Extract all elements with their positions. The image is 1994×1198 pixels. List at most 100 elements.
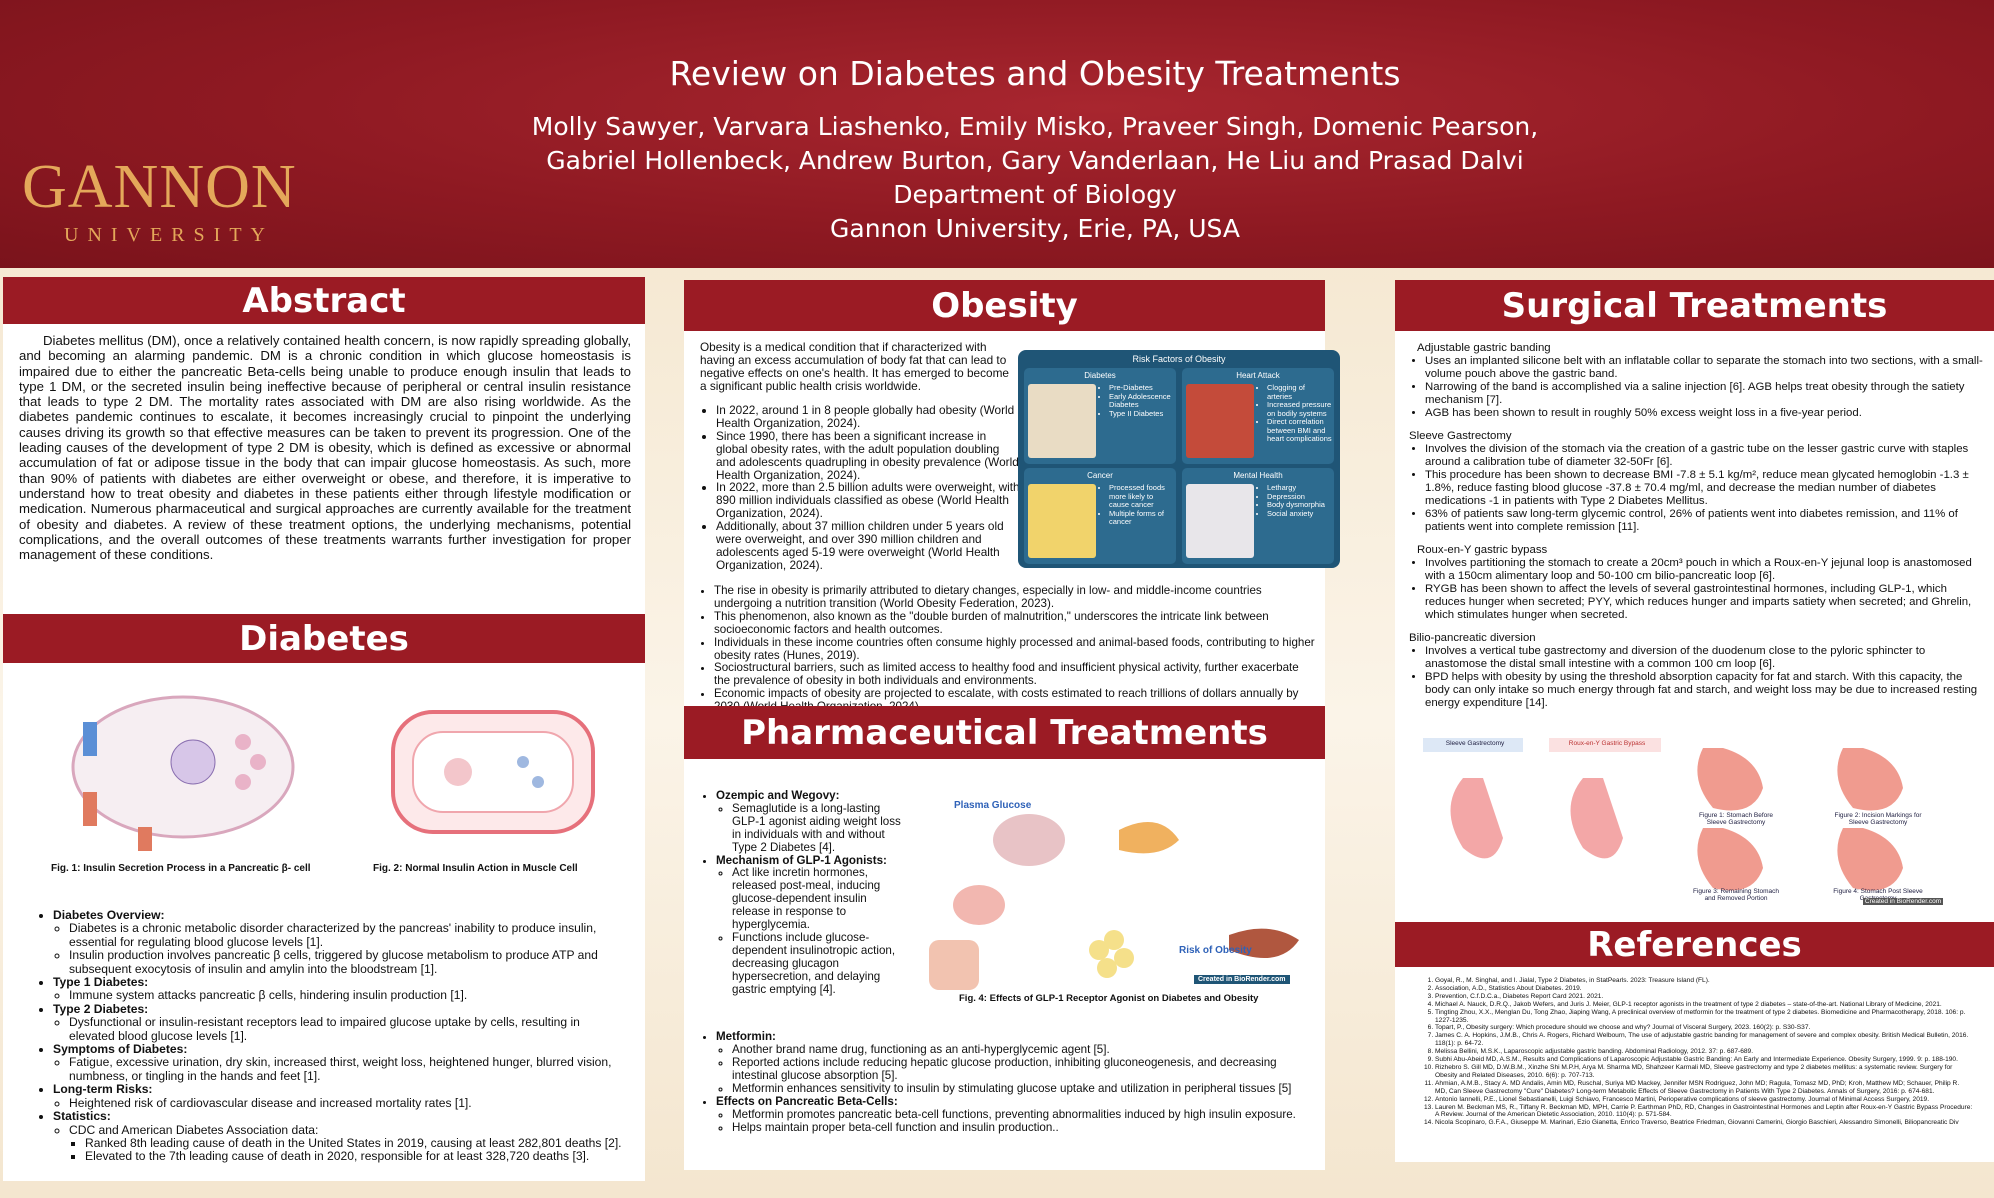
bullet-text: Metformin:: [716, 1030, 776, 1043]
bullet-item: Uses an implanted silicone belt with an …: [1425, 355, 1984, 381]
bullet-item: This procedure has been shown to decreas…: [1425, 469, 1984, 508]
figure-caption: Fig. 4: Effects of GLP-1 Receptor Agonis…: [959, 993, 1259, 1004]
bullet-text: Additionally, about 37 million children …: [716, 519, 1004, 572]
bullet-text: Type 2 Diabetes:: [53, 1001, 149, 1016]
poster-title: Review on Diabetes and Obesity Treatment…: [669, 54, 1401, 93]
bullet-list: Ranked 8th leading cause of death in the…: [69, 1135, 627, 1164]
bullet-list: Heightened risk of cardiovascular diseas…: [53, 1095, 627, 1110]
bullet-list: Metformin promotes pancreatic beta-cell …: [716, 1108, 1315, 1134]
bullet-item: Heightened risk of cardiovascular diseas…: [69, 1095, 627, 1110]
reference: Topart, P., Obesity surgery: Which proce…: [1435, 1024, 1973, 1032]
bullet-text: Reported actions include reducing hepati…: [732, 1056, 1277, 1082]
bullet-text: Social anxiety: [1267, 508, 1314, 518]
bullet-text: Functions include glucose-dependent insu…: [732, 930, 896, 996]
logo-sub: UNIVERSITY: [64, 224, 274, 246]
figure-label: Created in BioRender.com: [1863, 898, 1943, 905]
reference: Nicola Scopinaro, G.F.A., Giuseppe M. Ma…: [1435, 1119, 1973, 1127]
column-3: Surgical Treatments Adjustable gastric b…: [1395, 280, 1994, 1162]
bullet-text: Processed foods more likely to cause can…: [1109, 483, 1165, 509]
bullet-text: Depression: [1267, 491, 1305, 501]
bullet-list: CDC and American Diabetes Association da…: [53, 1123, 627, 1164]
bullet-item: Individuals in these income countries of…: [714, 636, 1318, 663]
reference: Ahmian, A.M.B., Stacy A. MD Andalis, Ami…: [1435, 1080, 1973, 1096]
bullet-text: 63% of patients saw long-term glycemic c…: [1425, 508, 1958, 533]
bullet-item: Direct correlation between BMI and heart…: [1267, 417, 1332, 444]
bullet-item: Insulin production involves pancreatic β…: [69, 948, 627, 976]
bullet-list: Diabetes Overview:Diabetes is a chronic …: [37, 908, 627, 1164]
bullet-item: Mechanism of GLP-1 Agonists:Act like inc…: [716, 853, 905, 997]
bullet-text: Mechanism of GLP-1 Agonists:: [716, 853, 887, 867]
figure-caption: Fig. 1: Insulin Secretion Process in a P…: [51, 863, 311, 874]
figure-label: Figure 3: Remaining Stomach and Removed …: [1693, 888, 1779, 902]
figure-label: Risk of Obesity: [1179, 945, 1252, 956]
reference: Tingting Zhou, X.X., Menglan Du, Tong Zh…: [1435, 1009, 1973, 1025]
bullet-item: Fatigue, excessive urination, dry skin, …: [69, 1056, 627, 1083]
risk-image: [1186, 484, 1254, 558]
bullet-list: LethargyDepressionBody dysmorphiaSocial …: [1258, 483, 1332, 518]
authors-line: Gabriel Hollenbeck, Andrew Burton, Gary …: [546, 146, 1524, 175]
bullet-item: Elevated to the 7th leading cause of dea…: [85, 1150, 627, 1163]
bullet-item: Metformin promotes pancreatic beta-cell …: [732, 1108, 1315, 1121]
risk-panel: Heart Attack Clogging of arteriesIncrease…: [1182, 368, 1334, 464]
bullet-text: Heightened risk of cardiovascular diseas…: [69, 1095, 472, 1110]
risk-image: [1028, 384, 1096, 458]
bullet-text: Ranked 8th leading cause of death in the…: [85, 1135, 622, 1150]
bullet-text: Involves partitioning the stomach to cre…: [1425, 557, 1972, 582]
section-heading: Obesity: [684, 280, 1325, 331]
reference: Lauren M. Beckman MS, R., Tiffany R. Bec…: [1435, 1104, 1973, 1120]
figure-surgery: Sleeve Gastrectomy Roux-en-Y Gastric Bypa…: [1423, 738, 1968, 906]
bullet-text: Long-term Risks:: [53, 1082, 153, 1097]
bullet-list: Involves a vertical tube gastrectomy and…: [1409, 645, 1984, 710]
subsection-title: Sleeve Gastrectomy: [1409, 430, 1512, 442]
bullet-text: Pre-Diabetes: [1109, 383, 1153, 392]
section-heading: Diabetes: [3, 614, 645, 663]
reference: Melissa Bellini, M.S.K., Laparoscopic ad…: [1435, 1048, 1973, 1056]
risk-points: LethargyDepressionBody dysmorphiaSocial …: [1258, 483, 1332, 518]
bullet-text: Another brand name drug, functioning as …: [732, 1043, 1110, 1056]
figure-title: Risk Factors of Obesity: [1132, 354, 1226, 364]
figure-label: Sleeve Gastrectomy: [1445, 740, 1505, 747]
bullet-list: Act like incretin hormones, released pos…: [716, 867, 905, 996]
bullet-list: Another brand name drug, functioning as …: [716, 1043, 1315, 1095]
bullet-list: Involves partitioning the stomach to cre…: [1409, 557, 1984, 622]
bullet-list: Involves the division of the stomach via…: [1409, 443, 1984, 534]
bullet-list: Ozempic and Wegovy:Semaglutide is a long…: [700, 789, 905, 997]
risk-points: Processed foods more likely to cause can…: [1100, 483, 1174, 527]
bullet-item: Functions include glucose-dependent insu…: [732, 930, 905, 997]
bullet-text: Body dysmorphia: [1267, 500, 1325, 509]
bullet-text: Involves the division of the stomach via…: [1425, 443, 1969, 468]
bullet-list: In 2022, around 1 in 8 people globally h…: [700, 404, 1020, 572]
bullet-item: CDC and American Diabetes Association da…: [69, 1123, 627, 1164]
bullet-text: This phenomenon, also known as the "doub…: [714, 609, 1269, 636]
bullet-item: Metformin:Another brand name drug, funct…: [716, 1030, 1315, 1095]
risk-panel: Diabetes Pre-DiabetesEarly Adolescence Di…: [1024, 368, 1176, 464]
bullet-text: Statistics:: [53, 1109, 111, 1124]
risk-panel: Cancer Processed foods more likely to cau…: [1024, 468, 1176, 564]
bullet-text: Fatigue, excessive urination, dry skin, …: [69, 1055, 612, 1083]
bullet-item: In 2022, around 1 in 8 people globally h…: [716, 404, 1020, 430]
bullet-list: Clogging of arteriesIncreased pressure o…: [1258, 383, 1332, 444]
bullet-text: Increased pressure on bodily systems: [1267, 400, 1332, 418]
bullet-list: Processed foods more likely to cause can…: [1100, 483, 1174, 527]
reference: Antonio Iannelli, P.E., Lionel Sebastian…: [1435, 1096, 1973, 1104]
subsection-title: Adjustable gastric banding: [1417, 342, 1551, 354]
bullet-text: Involves a vertical tube gastrectomy and…: [1425, 645, 1926, 670]
bullet-item: Long-term Risks:Heightened risk of cardi…: [53, 1083, 627, 1110]
reference: Goyal, R., M. Singhal, and I. Jialal, Ty…: [1435, 977, 1973, 985]
bullet-text: BPD helps with obesity by using the thre…: [1425, 671, 1978, 709]
risk-points: Clogging of arteriesIncreased pressure o…: [1258, 383, 1332, 444]
reference: Association, A.D., Statistics About Diab…: [1435, 985, 1973, 993]
bullet-item: Since 1990, there has been a significant…: [716, 429, 1020, 482]
bullet-list: Semaglutide is a long-lasting GLP-1 agon…: [716, 802, 905, 855]
bullet-text: RYGB has been shown to affect the levels…: [1425, 583, 1972, 621]
bullet-text: Insulin production involves pancreatic β…: [69, 948, 598, 976]
risk-points: Pre-DiabetesEarly Adolescence DiabetesTy…: [1100, 383, 1174, 418]
figure-label: Figure 1: Stomach Before Sleeve Gastrect…: [1698, 812, 1774, 826]
bullet-text: Elevated to the 7th leading cause of dea…: [85, 1149, 590, 1164]
pharma-list-wide: Metformin:Another brand name drug, funct…: [700, 1030, 1315, 1134]
bullet-item: BPD helps with obesity by using the thre…: [1425, 671, 1984, 710]
bullet-text: Metformin enhances sensitivity to insuli…: [732, 1082, 1292, 1095]
bullet-text: Early Adolescence Diabetes: [1109, 391, 1171, 409]
bullet-list: Dysfunctional or insulin-resistant recep…: [53, 1015, 627, 1043]
bullet-item: Type 2 Diabetes:Dysfunctional or insulin…: [53, 1001, 627, 1043]
